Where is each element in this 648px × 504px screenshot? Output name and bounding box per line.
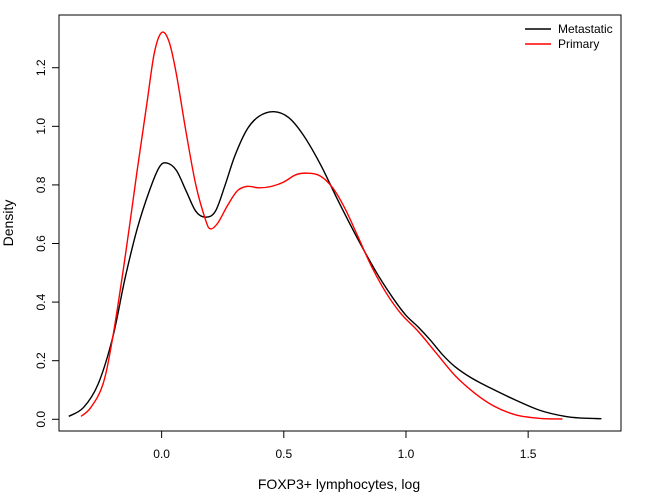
- plot-frame: [58, 14, 622, 432]
- x-axis-title: FOXP3+ lymphocytes, log: [258, 476, 420, 492]
- y-axis: 0.0 0.2 0.4 0.6 0.8 1.0 1.2: [34, 59, 60, 428]
- y-tick-label: 0.2: [34, 352, 48, 369]
- x-tick-label: 0.5: [275, 447, 292, 461]
- y-tick-label: 1.0: [34, 118, 48, 135]
- legend-label-metastatic: Metastatic: [558, 22, 613, 36]
- y-tick-label: 0.0: [34, 411, 48, 428]
- y-tick-label: 0.6: [34, 235, 48, 252]
- legend-label-primary: Primary: [558, 37, 599, 51]
- x-tick-label: 1.5: [520, 447, 537, 461]
- x-tick-label: 1.0: [398, 447, 415, 461]
- series-layer: [68, 31, 602, 420]
- y-axis-title: Density: [0, 200, 16, 247]
- series-line-primary: [80, 31, 563, 420]
- x-axis: 0.0 0.5 1.0 1.5: [153, 430, 537, 461]
- y-tick-label: 0.8: [34, 176, 48, 193]
- series-line-metastatic: [68, 110, 602, 420]
- y-tick-label: 0.4: [34, 293, 48, 310]
- y-tick-label: 1.2: [34, 59, 48, 76]
- x-tick-label: 0.0: [153, 447, 170, 461]
